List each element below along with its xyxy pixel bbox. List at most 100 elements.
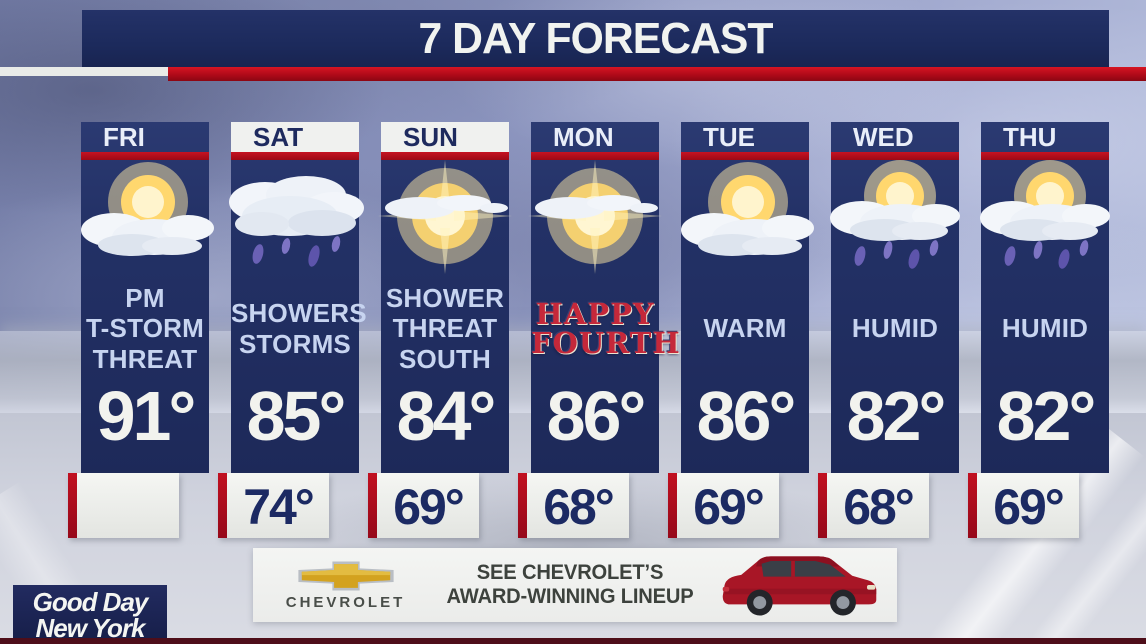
sun-cloud-icon [81, 160, 214, 276]
sun-cloud-rain-icon [980, 160, 1110, 276]
day-header: THU [981, 122, 1109, 152]
day-label: THU [1003, 122, 1057, 152]
station-logo-line1: Good Day [32, 586, 149, 617]
chevrolet-wordmark: CHEVROLET [285, 594, 406, 611]
condition-line: THREAT [92, 343, 198, 374]
chevrolet-bowtie-icon [297, 561, 394, 591]
condition-text: HAPPY FOURTH [531, 276, 681, 381]
day-column: WED HUMID 82° [830, 122, 960, 473]
day-column: THU HUMID 82° [980, 122, 1110, 473]
title-banner: 7 DAY FORECAST [82, 10, 1109, 68]
bottom-maroon-strip [0, 638, 1146, 644]
low-temp-box: 68° [818, 473, 929, 538]
condition-line: WARM [703, 313, 787, 344]
high-temp: 84° [396, 377, 497, 455]
sun-small-cloud-icon [528, 160, 662, 276]
condition-line: STORMS [239, 328, 351, 359]
condition-line: SHOWERS [231, 298, 367, 329]
day-header: FRI [81, 122, 209, 152]
ad-headline: SEE CHEVROLET’S AWARD-WINNING LINEUP [443, 561, 696, 609]
station-logo: Good Day New York [13, 585, 167, 644]
low-temp [77, 473, 179, 538]
day-label: FRI [103, 122, 145, 152]
day-red-underline [231, 152, 359, 160]
low-temp: 68° [543, 478, 615, 535]
low-temp: 68° [843, 478, 915, 535]
day-red-underline [981, 152, 1109, 160]
low-temp: 69° [993, 478, 1065, 535]
condition-line: THREAT [392, 313, 498, 344]
sun-small-cloud-icon [378, 160, 512, 276]
condition-text: HUMID [981, 276, 1109, 381]
condition-text: HUMID [831, 276, 959, 381]
high-temp: 82° [846, 377, 947, 455]
low-temp: 69° [393, 478, 465, 535]
low-temp-accent-bar [368, 473, 377, 538]
day-column: TUE WARM 86° [681, 122, 814, 473]
low-temp-accent-bar [668, 473, 677, 538]
condition-line: HUMID [851, 313, 939, 344]
ad-banner: CHEVROLET SEE CHEVROLET’S AWARD-WINNING … [253, 548, 897, 622]
day-label: MON [553, 122, 614, 152]
condition-text: SHOWER THREAT SOUTH [381, 276, 509, 381]
day-red-underline [381, 152, 509, 160]
low-temp-box: 69° [368, 473, 479, 538]
page-title: 7 DAY FORECAST [418, 14, 773, 63]
condition-line: HUMID [1001, 313, 1089, 344]
day-label: SUN [403, 122, 458, 152]
high-temp: 85° [246, 377, 347, 455]
day-red-underline [531, 152, 659, 160]
low-temp-box [68, 473, 179, 538]
ad-headline-line2: AWARD-WINNING LINEUP [446, 585, 694, 608]
chevrolet-logo: CHEVROLET [253, 559, 438, 611]
day-label: TUE [703, 122, 755, 152]
day-header: MON [531, 122, 659, 152]
condition-text: SHOWERS STORMS [231, 276, 367, 381]
day-column: MON HAPPY FOURTH 86° [528, 122, 681, 473]
low-temp-accent-bar [218, 473, 227, 538]
low-temp-box: 69° [968, 473, 1079, 538]
day-header: SAT [231, 122, 359, 152]
condition-line: FOURTH [531, 325, 681, 360]
red-suv-image [702, 548, 897, 622]
day-red-underline [681, 152, 809, 160]
low-temp: 69° [693, 478, 765, 535]
condition-line: T-STORM [86, 313, 204, 344]
high-temp: 86° [546, 377, 647, 455]
high-temp: 86° [696, 377, 797, 455]
condition-line: SOUTH [399, 343, 491, 374]
day-column: FRI PM T-STORM THREAT 91° [81, 122, 214, 473]
low-temp-accent-bar [818, 473, 827, 538]
day-header: WED [831, 122, 959, 152]
cloud-rain-icon [229, 160, 364, 276]
banner-red-stripe [168, 67, 1146, 81]
high-temp: 82° [996, 377, 1097, 455]
day-label: SAT [253, 122, 304, 152]
day-red-underline [81, 152, 209, 160]
high-temp: 91° [96, 377, 197, 455]
condition-line: PM [125, 283, 165, 314]
day-column: SUN SHOWER THREAT SOUTH 84° [378, 122, 512, 473]
day-red-underline [831, 152, 959, 160]
day-label: WED [853, 122, 914, 152]
condition-line: SHOWER [385, 283, 505, 314]
condition-text: PM T-STORM THREAT [81, 276, 209, 381]
condition-text: WARM [681, 276, 809, 381]
low-temp-box: 69° [668, 473, 779, 538]
low-temp: 74° [243, 478, 315, 535]
low-temp-accent-bar [68, 473, 77, 538]
sun-cloud-icon [681, 160, 814, 276]
station-logo-line2: New York [35, 612, 145, 643]
day-header: TUE [681, 122, 809, 152]
ad-headline-line1: SEE CHEVROLET’S [476, 560, 664, 584]
low-temp-accent-bar [518, 473, 527, 538]
condition-line: HAPPY [535, 297, 655, 332]
low-temp-box: 68° [518, 473, 629, 538]
day-column: SAT SHOWERS STORMS 85° [229, 122, 367, 473]
low-temp-accent-bar [968, 473, 977, 538]
sun-cloud-rain-icon [830, 160, 960, 276]
banner-white-stripe [0, 67, 168, 76]
day-header: SUN [381, 122, 509, 152]
low-temp-box: 74° [218, 473, 329, 538]
